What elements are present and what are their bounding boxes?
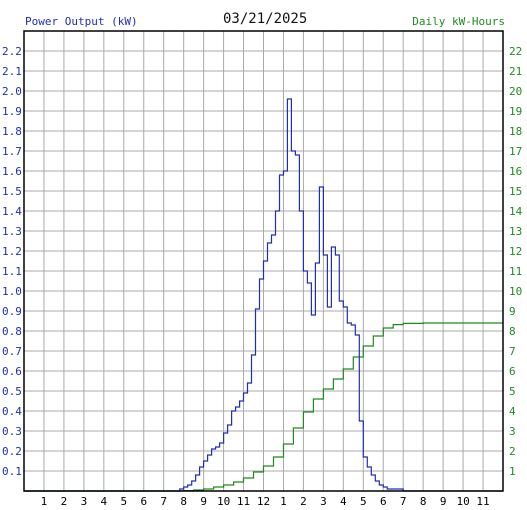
- left-tick-label: 1.3: [2, 225, 22, 238]
- left-tick-label: 0.9: [2, 305, 22, 318]
- chart-date-title: 03/21/2025: [223, 11, 308, 27]
- left-tick-label: 1.6: [2, 165, 22, 178]
- x-tick-label: 7: [400, 495, 407, 508]
- x-axis-ticks: 1 2 3 4 5 6 7 8 9 10 11 12 1 2 3 4 5 6 7 8 9 10 11: [41, 495, 490, 508]
- right-tick-label: 3: [509, 425, 516, 438]
- left-tick-label: 1.5: [2, 185, 22, 198]
- x-tick-label: 9: [200, 495, 207, 508]
- left-tick-label: 0.5: [2, 385, 22, 398]
- daily-kwh-line: [24, 322, 503, 492]
- right-tick-label: 17: [509, 145, 522, 158]
- energy-series: [24, 322, 503, 492]
- left-axis-ticks: 0.1 0.2 0.3 0.4 0.5 0.6 0.7 0.8 0.9 1.0 1.1 1.2 1.3 1…: [2, 45, 22, 478]
- left-tick-label: 0.1: [2, 465, 22, 478]
- right-axis-title: Daily kW-Hours: [412, 15, 505, 28]
- left-tick-label: 0.7: [2, 345, 22, 358]
- x-tick-label: 9: [440, 495, 447, 508]
- x-tick-label: 10: [456, 495, 469, 508]
- x-tick-label: 10: [217, 495, 230, 508]
- x-tick-label: 8: [420, 495, 427, 508]
- left-tick-label: 1.8: [2, 125, 22, 138]
- right-tick-label: 9: [509, 305, 516, 318]
- right-tick-label: 13: [509, 225, 522, 238]
- right-tick-label: 15: [509, 185, 522, 198]
- left-tick-label: 2.1: [2, 65, 22, 78]
- x-tick-label: 7: [160, 495, 167, 508]
- x-tick-label: 12: [257, 495, 270, 508]
- right-tick-label: 21: [509, 65, 522, 78]
- x-tick-label: 3: [320, 495, 327, 508]
- right-tick-label: 22: [509, 45, 522, 58]
- right-tick-label: 8: [509, 325, 516, 338]
- left-tick-label: 0.4: [2, 405, 22, 418]
- x-tick-label: 4: [340, 495, 347, 508]
- left-tick-label: 0.3: [2, 425, 22, 438]
- x-tick-label: 5: [360, 495, 367, 508]
- x-tick-label: 2: [300, 495, 307, 508]
- x-tick-label: 5: [120, 495, 127, 508]
- power-series: [24, 98, 503, 492]
- left-tick-label: 1.2: [2, 245, 22, 258]
- left-tick-label: 2.2: [2, 45, 22, 58]
- left-tick-label: 0.8: [2, 325, 22, 338]
- left-tick-label: 1.7: [2, 145, 22, 158]
- right-tick-label: 2: [509, 445, 516, 458]
- left-tick-label: 1.0: [2, 285, 22, 298]
- left-tick-label: 1.1: [2, 265, 22, 278]
- right-tick-label: 10: [509, 285, 522, 298]
- x-tick-label: 1: [41, 495, 48, 508]
- x-tick-label: 4: [101, 495, 108, 508]
- right-tick-label: 20: [509, 85, 522, 98]
- right-tick-label: 12: [509, 245, 522, 258]
- x-tick-label: 11: [476, 495, 489, 508]
- left-tick-label: 0.6: [2, 365, 22, 378]
- right-tick-label: 19: [509, 105, 522, 118]
- x-tick-label: 3: [81, 495, 88, 508]
- x-tick-label: 1: [280, 495, 287, 508]
- x-tick-label: 8: [180, 495, 187, 508]
- left-tick-label: 2.0: [2, 85, 22, 98]
- right-tick-label: 5: [509, 385, 516, 398]
- right-tick-label: 18: [509, 125, 522, 138]
- left-tick-label: 0.2: [2, 445, 22, 458]
- right-tick-label: 1: [509, 465, 516, 478]
- power-output-line: [24, 98, 503, 492]
- plot-frame: [23, 30, 504, 492]
- x-tick-label: 6: [140, 495, 147, 508]
- x-tick-label: 6: [380, 495, 387, 508]
- x-tick-label: 2: [61, 495, 68, 508]
- right-tick-label: 4: [509, 405, 516, 418]
- left-axis-title: Power Output (kW): [25, 15, 138, 28]
- x-tick-label: 11: [237, 495, 250, 508]
- right-tick-label: 6: [509, 365, 516, 378]
- right-tick-label: 14: [509, 205, 523, 218]
- grid-lines: [24, 31, 503, 491]
- left-tick-label: 1.9: [2, 105, 22, 118]
- right-tick-label: 16: [509, 165, 522, 178]
- right-tick-label: 7: [509, 345, 516, 358]
- left-tick-label: 1.4: [2, 205, 22, 218]
- right-tick-label: 11: [509, 265, 522, 278]
